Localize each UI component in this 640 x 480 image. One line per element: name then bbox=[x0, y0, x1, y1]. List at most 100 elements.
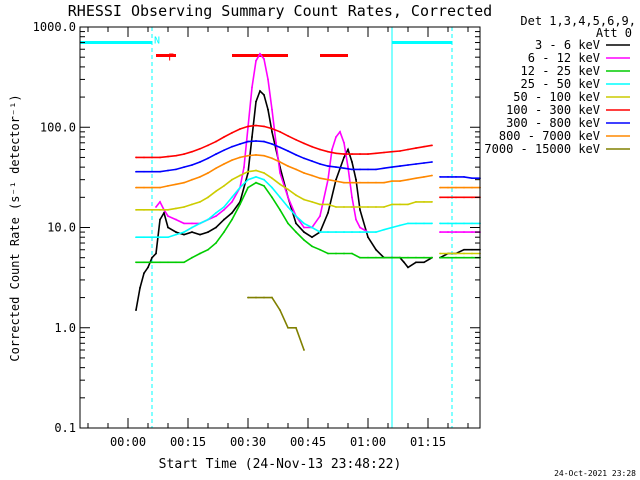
data-point bbox=[135, 236, 137, 239]
data-point bbox=[279, 309, 281, 311]
data-point bbox=[335, 178, 337, 181]
data-point bbox=[239, 203, 241, 206]
data-point bbox=[319, 177, 321, 180]
data-point bbox=[159, 156, 161, 159]
data-point bbox=[471, 186, 473, 189]
data-point bbox=[403, 261, 405, 264]
flag-label: N bbox=[154, 36, 160, 47]
data-point bbox=[439, 256, 441, 259]
data-point bbox=[151, 186, 153, 189]
data-point bbox=[415, 201, 417, 203]
data-point bbox=[159, 236, 161, 239]
data-point bbox=[199, 201, 201, 203]
data-point bbox=[159, 208, 161, 211]
data-point bbox=[255, 181, 257, 184]
data-point bbox=[327, 150, 329, 153]
data-point bbox=[455, 256, 457, 259]
series-line-after-gap bbox=[440, 176, 480, 179]
data-point bbox=[439, 186, 441, 189]
data-point bbox=[151, 208, 153, 211]
data-point bbox=[247, 186, 249, 189]
legend-label: 3 - 6 keV bbox=[535, 38, 600, 52]
legend-label: 12 - 25 keV bbox=[521, 64, 600, 78]
data-point bbox=[223, 163, 225, 165]
data-point bbox=[423, 256, 425, 259]
legend-label: 100 - 300 keV bbox=[506, 103, 600, 117]
data-point bbox=[139, 286, 141, 289]
data-point bbox=[263, 94, 265, 96]
data-point bbox=[231, 145, 233, 148]
data-point bbox=[383, 151, 385, 154]
data-point bbox=[207, 196, 209, 199]
data-point bbox=[263, 58, 265, 60]
data-point bbox=[351, 168, 353, 171]
data-point bbox=[135, 186, 137, 189]
data-point bbox=[347, 166, 349, 169]
data-point bbox=[279, 146, 281, 149]
data-point bbox=[415, 261, 417, 264]
data-point bbox=[343, 167, 345, 170]
data-point bbox=[359, 181, 361, 184]
data-point bbox=[295, 168, 297, 171]
data-point bbox=[407, 266, 409, 269]
data-point bbox=[407, 256, 409, 259]
data-point bbox=[383, 256, 385, 259]
data-point bbox=[175, 168, 177, 171]
data-point bbox=[143, 156, 145, 159]
data-point bbox=[155, 252, 157, 255]
data-point bbox=[295, 194, 297, 197]
data-point bbox=[355, 218, 357, 221]
data-point bbox=[319, 215, 321, 217]
data-point bbox=[255, 296, 257, 299]
data-point bbox=[207, 172, 209, 174]
data-point bbox=[183, 233, 185, 236]
data-point bbox=[431, 161, 433, 163]
data-point bbox=[207, 218, 209, 221]
data-point bbox=[367, 168, 369, 171]
data-point bbox=[247, 125, 249, 128]
data-point bbox=[351, 181, 353, 184]
data-point bbox=[351, 231, 353, 233]
data-point bbox=[215, 140, 217, 143]
data-point bbox=[143, 170, 145, 173]
data-point bbox=[183, 166, 185, 169]
data-point bbox=[295, 153, 297, 156]
data-point bbox=[455, 231, 457, 233]
data-point bbox=[463, 231, 465, 233]
data-point bbox=[259, 90, 261, 92]
data-point bbox=[271, 127, 273, 130]
data-point bbox=[175, 183, 177, 186]
data-point bbox=[391, 226, 393, 229]
data-point bbox=[223, 218, 225, 221]
data-point bbox=[295, 222, 297, 225]
data-point bbox=[295, 215, 297, 217]
data-point bbox=[167, 208, 169, 211]
data-point bbox=[143, 272, 145, 275]
data-point bbox=[383, 167, 385, 170]
data-point bbox=[471, 256, 473, 259]
data-point bbox=[151, 170, 153, 173]
series-line bbox=[136, 154, 433, 189]
legend-label: 7000 - 15000 keV bbox=[484, 142, 600, 156]
data-point bbox=[447, 186, 449, 189]
data-point bbox=[331, 148, 333, 151]
data-point bbox=[183, 261, 185, 264]
data-point bbox=[143, 208, 145, 211]
data-point bbox=[343, 141, 345, 144]
data-point bbox=[135, 309, 137, 311]
data-point bbox=[175, 231, 177, 233]
series-line bbox=[136, 140, 433, 173]
data-point bbox=[335, 206, 337, 208]
data-point bbox=[327, 211, 329, 214]
data-point bbox=[167, 169, 169, 172]
data-point bbox=[335, 136, 337, 138]
series-line bbox=[248, 296, 305, 351]
data-point bbox=[383, 181, 385, 184]
data-point bbox=[159, 170, 161, 173]
data-point bbox=[399, 256, 401, 259]
data-point bbox=[463, 222, 465, 225]
data-point bbox=[327, 178, 329, 181]
legend-header-2: Att 0 bbox=[596, 26, 632, 40]
